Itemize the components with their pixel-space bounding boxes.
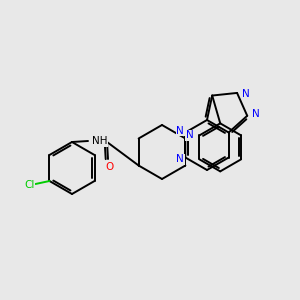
Text: N: N — [176, 125, 184, 136]
Text: N: N — [185, 130, 193, 140]
Text: NH: NH — [92, 136, 107, 146]
Text: N: N — [242, 89, 250, 99]
Text: N: N — [176, 154, 184, 164]
Text: N: N — [252, 109, 260, 119]
Text: O: O — [105, 162, 113, 172]
Text: Cl: Cl — [24, 180, 35, 190]
